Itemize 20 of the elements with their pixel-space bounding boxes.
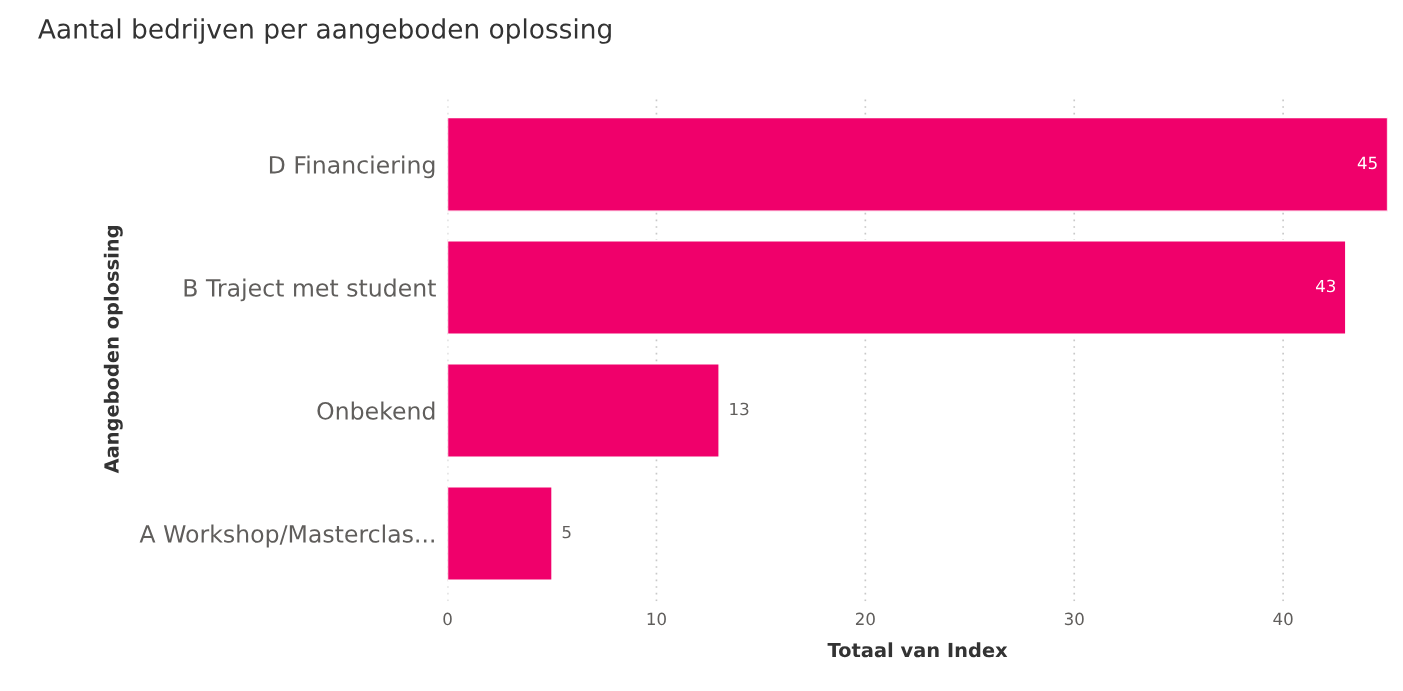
data-label: 5 xyxy=(562,525,571,539)
y-tick-label: Onbekend xyxy=(317,401,435,420)
y-tick-label: B Traject met student xyxy=(184,278,436,302)
data-label: 13 xyxy=(730,402,749,416)
x-tick-label: 10 xyxy=(647,612,666,626)
bar xyxy=(447,239,1347,335)
data-label: 45 xyxy=(1357,156,1377,170)
x-tick-label: 40 xyxy=(1273,612,1293,626)
bar xyxy=(447,116,1388,212)
x-axis-title: Totaal van Index xyxy=(827,642,1008,658)
data-label: 43 xyxy=(1316,279,1336,293)
y-axis-title: Aangeboden oplossing xyxy=(103,226,123,474)
x-tick-label: 0 xyxy=(443,612,452,626)
y-tick-label: A Workshop/Masterclas... xyxy=(139,524,434,548)
x-tick-label: 20 xyxy=(855,612,875,626)
bar xyxy=(447,363,720,458)
y-tick-label: D Financiering xyxy=(269,155,435,179)
chart-title: Aantal bedrijven per aangeboden oplossing xyxy=(38,18,611,44)
x-tick-label: 30 xyxy=(1064,612,1084,626)
bar xyxy=(447,486,553,581)
